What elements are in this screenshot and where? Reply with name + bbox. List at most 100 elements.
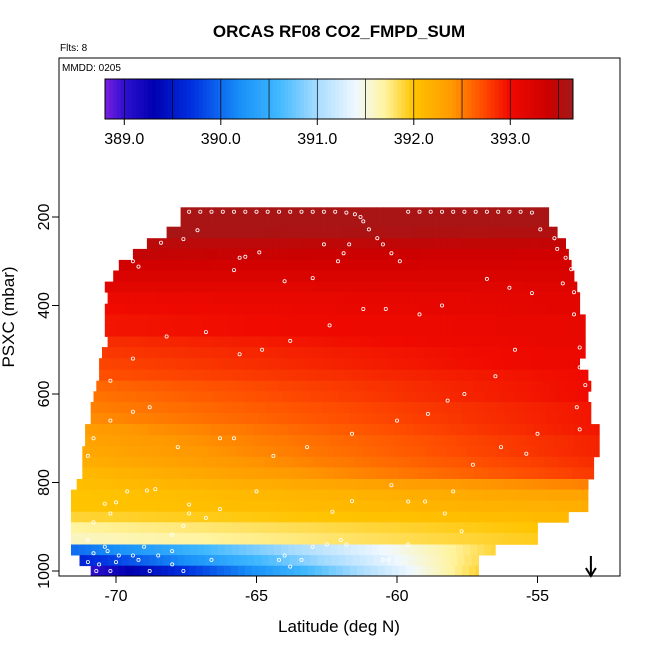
data-cell bbox=[118, 402, 127, 414]
data-cell bbox=[404, 217, 412, 228]
data-cell bbox=[246, 270, 254, 282]
data-cell bbox=[397, 226, 405, 239]
data-cell bbox=[428, 369, 436, 382]
data-cell bbox=[71, 489, 79, 502]
data-cell bbox=[566, 402, 575, 414]
data-cell bbox=[533, 369, 541, 382]
data-cell bbox=[421, 358, 429, 371]
data-cell bbox=[288, 511, 296, 523]
data-cell bbox=[286, 248, 295, 261]
data-cell bbox=[414, 532, 422, 545]
data-cell bbox=[534, 391, 542, 403]
data-cell bbox=[155, 532, 163, 545]
data-cell bbox=[463, 544, 471, 556]
data-cell bbox=[365, 489, 373, 502]
data-cell bbox=[160, 259, 169, 271]
data-cell bbox=[419, 402, 428, 414]
data-cell bbox=[531, 281, 540, 293]
data-cell bbox=[120, 369, 128, 382]
data-cell bbox=[468, 248, 477, 261]
data-cell bbox=[548, 336, 556, 348]
data-cell bbox=[475, 479, 484, 490]
data-cell bbox=[309, 511, 317, 523]
data-cell bbox=[461, 238, 470, 250]
data-cell bbox=[174, 238, 183, 250]
data-cell bbox=[316, 511, 324, 523]
data-cell bbox=[104, 565, 113, 576]
data-point bbox=[321, 209, 326, 214]
data-cell bbox=[513, 391, 521, 403]
data-cell bbox=[265, 238, 274, 250]
data-cell bbox=[202, 303, 211, 315]
data-cell bbox=[376, 380, 384, 392]
data-cell bbox=[289, 336, 297, 348]
data-cell bbox=[260, 424, 268, 436]
data-cell bbox=[433, 413, 442, 425]
data-cell bbox=[457, 391, 465, 403]
data-cell bbox=[267, 532, 275, 545]
data-cell bbox=[78, 500, 86, 513]
data-cell bbox=[446, 217, 454, 228]
data-cell bbox=[198, 336, 206, 348]
data-cell bbox=[529, 347, 537, 359]
data-cell bbox=[314, 325, 323, 337]
data-cell bbox=[377, 402, 386, 414]
data-cell bbox=[187, 456, 195, 468]
data-point bbox=[265, 209, 270, 214]
colorbar-segment bbox=[335, 79, 340, 119]
data-cell bbox=[446, 456, 454, 468]
data-point bbox=[577, 427, 582, 432]
data-cell bbox=[313, 217, 321, 228]
data-cell bbox=[316, 369, 324, 382]
colorbar-segment bbox=[225, 79, 231, 119]
data-cell bbox=[380, 292, 388, 305]
data-cell bbox=[374, 347, 383, 359]
data-cell bbox=[401, 292, 409, 305]
data-cell bbox=[456, 270, 464, 282]
data-cell bbox=[163, 292, 171, 305]
data-cell bbox=[124, 380, 132, 392]
data-cell bbox=[362, 446, 370, 458]
data-cell bbox=[229, 226, 237, 239]
colorbar-frame bbox=[104, 78, 574, 120]
data-cell bbox=[328, 325, 337, 337]
data-cell bbox=[106, 369, 114, 382]
data-cell bbox=[209, 402, 218, 414]
data-cell bbox=[351, 270, 359, 282]
data-cell bbox=[335, 281, 344, 293]
data-cell bbox=[491, 270, 499, 282]
data-cell bbox=[337, 424, 345, 436]
data-cell bbox=[358, 489, 366, 502]
data-cell bbox=[464, 555, 472, 567]
data-cell bbox=[135, 292, 143, 305]
data-cell bbox=[314, 303, 323, 315]
data-cell bbox=[370, 238, 379, 250]
data-cell bbox=[519, 424, 527, 436]
data-cell bbox=[576, 391, 584, 403]
data-cell bbox=[309, 544, 317, 556]
data-cell bbox=[447, 413, 456, 425]
data-cell bbox=[341, 207, 349, 218]
colorbar-segment bbox=[514, 79, 519, 119]
data-cell bbox=[407, 544, 415, 556]
data-cell bbox=[225, 489, 233, 502]
data-cell bbox=[124, 467, 132, 480]
data-cell bbox=[436, 391, 444, 403]
arrow-head bbox=[585, 567, 597, 578]
data-cell bbox=[377, 281, 386, 293]
y-tick-label: 400 bbox=[36, 292, 53, 319]
colorbar-segment bbox=[417, 79, 422, 119]
data-cell bbox=[559, 402, 568, 414]
data-cell bbox=[201, 207, 209, 218]
data-cell bbox=[131, 467, 139, 480]
data-cell bbox=[197, 369, 205, 382]
data-cell bbox=[337, 522, 345, 534]
data-cell bbox=[517, 402, 526, 414]
data-cell bbox=[97, 479, 106, 490]
data-cell bbox=[216, 281, 225, 293]
data-point bbox=[282, 553, 287, 558]
data-cell bbox=[202, 413, 211, 425]
data-cell bbox=[264, 467, 272, 480]
data-cell bbox=[442, 489, 450, 502]
